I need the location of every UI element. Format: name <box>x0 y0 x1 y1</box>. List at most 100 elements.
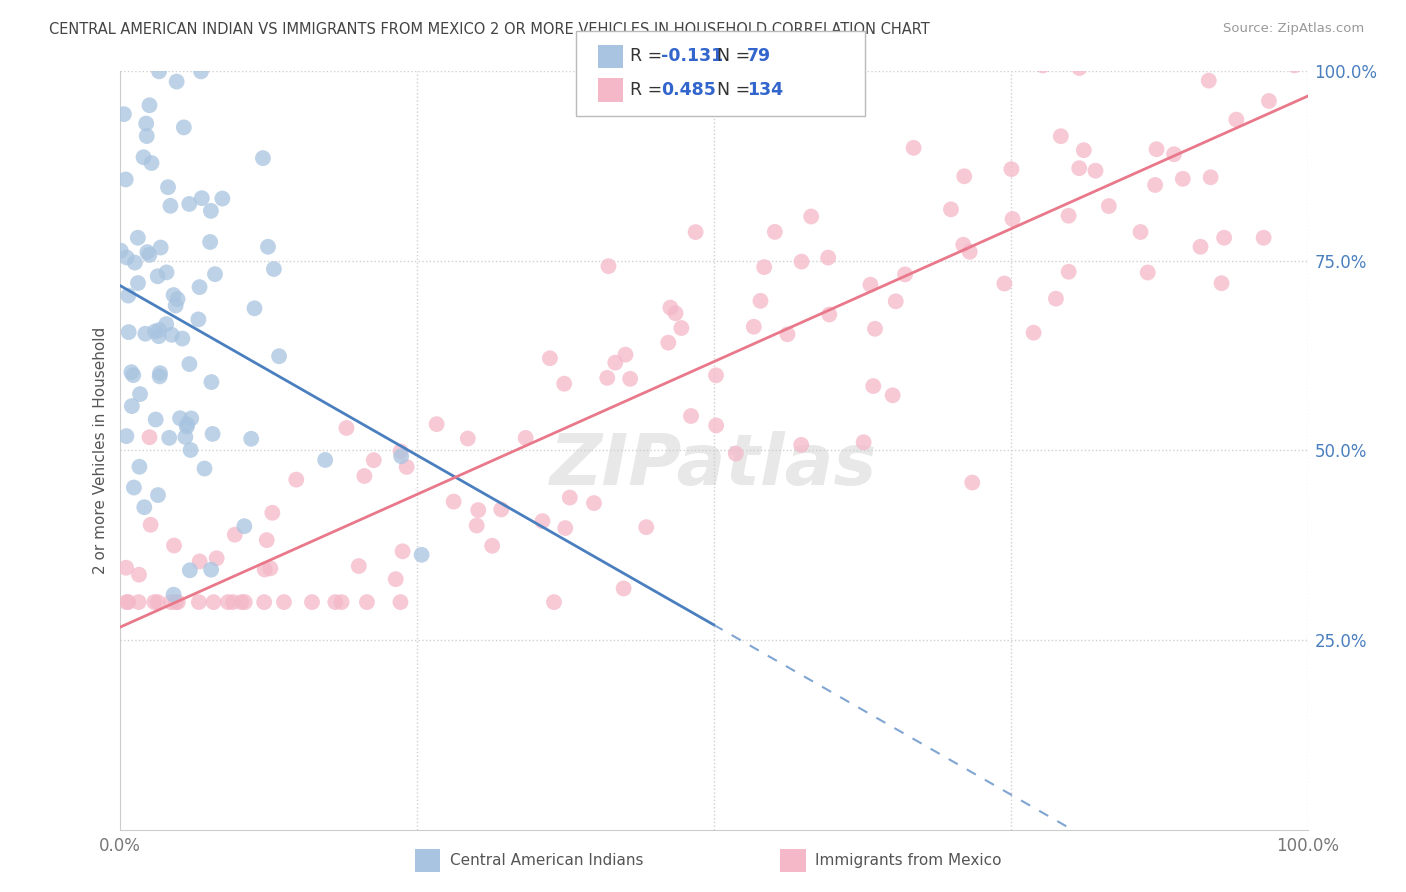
Point <box>1225 112 1247 127</box>
Point <box>162 588 184 602</box>
Point <box>1282 38 1305 53</box>
Point <box>1247 54 1270 69</box>
Point <box>553 376 575 391</box>
Point <box>115 251 138 265</box>
Point <box>163 539 186 553</box>
Text: R =: R = <box>630 47 668 65</box>
Point <box>657 335 679 350</box>
Point <box>172 332 194 346</box>
Text: R =: R = <box>630 81 668 99</box>
Point <box>598 259 620 273</box>
Point <box>1163 147 1185 161</box>
Point <box>894 268 917 282</box>
Point <box>155 317 177 331</box>
Point <box>112 107 135 121</box>
Point <box>233 595 256 609</box>
Point <box>128 567 150 582</box>
Point <box>1049 129 1071 144</box>
Point <box>117 595 139 609</box>
Point <box>391 544 413 558</box>
Point <box>1073 143 1095 157</box>
Point <box>267 349 290 363</box>
Point <box>231 595 253 609</box>
Text: N =: N = <box>717 47 756 65</box>
Point <box>179 563 201 577</box>
Point <box>614 348 637 362</box>
Point <box>939 202 962 217</box>
Point <box>166 292 188 306</box>
Point <box>141 156 163 170</box>
Point <box>1112 51 1135 65</box>
Point <box>1057 265 1080 279</box>
Point <box>763 225 786 239</box>
Point <box>127 231 149 245</box>
Point <box>174 430 197 444</box>
Text: ZIPatlas: ZIPatlas <box>550 431 877 500</box>
Point <box>155 265 177 279</box>
Point <box>157 431 180 445</box>
Point <box>115 560 138 574</box>
Point <box>1292 26 1315 40</box>
Point <box>1198 73 1220 87</box>
Point <box>160 595 183 609</box>
Point <box>467 503 489 517</box>
Text: Source: ZipAtlas.com: Source: ZipAtlas.com <box>1223 22 1364 36</box>
Point <box>1215 26 1237 40</box>
Point <box>754 260 776 274</box>
Point <box>149 369 172 384</box>
Point <box>1084 163 1107 178</box>
Point <box>224 527 246 541</box>
Point <box>818 308 841 322</box>
Point <box>1213 231 1236 245</box>
Point <box>443 494 465 508</box>
Point <box>200 203 222 218</box>
Point <box>200 563 222 577</box>
Point <box>1022 326 1045 340</box>
Point <box>1171 171 1194 186</box>
Point <box>952 237 974 252</box>
Point <box>138 430 160 444</box>
Point <box>146 269 169 284</box>
Point <box>953 169 976 184</box>
Point <box>619 372 641 386</box>
Point <box>190 64 212 78</box>
Point <box>679 409 702 423</box>
Point <box>1258 94 1281 108</box>
Point <box>389 444 412 458</box>
Point <box>157 180 180 194</box>
Point <box>180 442 202 457</box>
Point <box>253 595 276 609</box>
Point <box>217 595 239 609</box>
Point <box>169 411 191 425</box>
Point <box>426 417 449 431</box>
Point <box>582 496 605 510</box>
Point <box>120 365 142 379</box>
Point <box>481 539 503 553</box>
Point <box>110 244 132 258</box>
Point <box>180 411 202 425</box>
Point <box>263 262 285 277</box>
Point <box>1045 292 1067 306</box>
Point <box>256 533 278 548</box>
Point <box>187 312 209 326</box>
Point <box>135 129 157 144</box>
Point <box>193 461 215 475</box>
Point <box>118 325 141 339</box>
Point <box>685 225 707 239</box>
Point <box>252 151 274 165</box>
Point <box>1284 58 1306 72</box>
Point <box>884 294 907 309</box>
Point <box>179 197 201 211</box>
Point <box>200 375 222 389</box>
Text: 79: 79 <box>747 47 770 65</box>
Point <box>136 245 159 260</box>
Point <box>253 562 276 576</box>
Point <box>356 595 378 609</box>
Point <box>148 329 170 343</box>
Point <box>128 595 150 609</box>
Point <box>149 366 172 380</box>
Point <box>664 306 686 320</box>
Point <box>882 388 904 402</box>
Point <box>121 399 143 413</box>
Point <box>173 120 195 135</box>
